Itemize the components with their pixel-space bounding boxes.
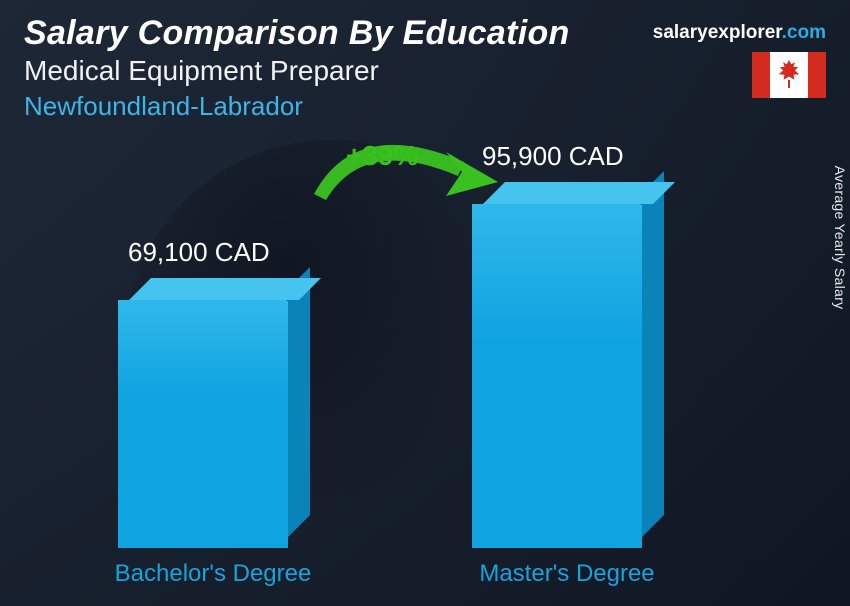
bar-value-label: 69,100 CAD [128, 237, 270, 268]
canada-flag-icon [752, 52, 826, 98]
increase-arrow [296, 122, 516, 232]
bar-front [118, 300, 288, 548]
brand-suffix: .com [782, 22, 826, 43]
bar-top [129, 278, 321, 300]
bar-category-label: Bachelor's Degree [108, 560, 318, 588]
bar-category-label: Master's Degree [462, 560, 672, 588]
page-subtitle: Medical Equipment Preparer [24, 55, 570, 87]
bar-side [642, 171, 664, 537]
page-title: Salary Comparison By Education [24, 14, 570, 53]
brand-name: salaryexplorer [653, 22, 782, 43]
brand-logo: salaryexplorer.com [653, 22, 826, 44]
header-block: Salary Comparison By Education Medical E… [24, 14, 570, 122]
bar-front [472, 204, 642, 548]
bar-side [288, 267, 310, 537]
arrow-icon [296, 122, 516, 232]
